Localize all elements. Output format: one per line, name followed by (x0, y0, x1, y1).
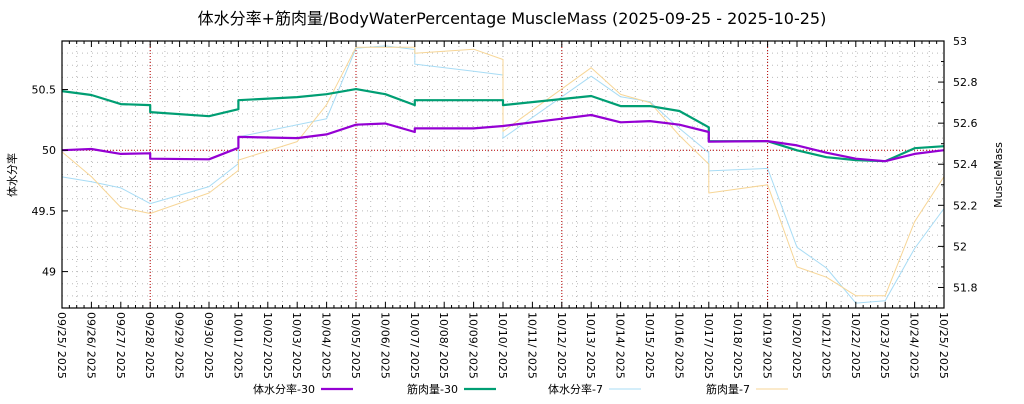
axes: 09/25/ 2025 09/26/ 2025 09/27/ 2025 09/28/ … (32, 35, 978, 379)
x-tick-label: 09/29/ 2025 (173, 312, 186, 379)
y2-axis-label: MuscleMass (992, 142, 1005, 208)
x-tick-label: 10/05/ 2025 (349, 312, 362, 379)
x-tick-label: 10/10/ 2025 (496, 312, 509, 379)
y-tick-label: 49 (42, 266, 56, 279)
x-tick-label: 10/23/ 2025 (878, 312, 891, 379)
x-tick-label: 10/18/ 2025 (731, 312, 744, 379)
x-tick-label: 09/30/ 2025 (202, 312, 215, 379)
legend-label-3: 筋肉量-7 (706, 382, 750, 396)
series-line-1 (61, 87, 945, 163)
x-tick-label: 10/19/ 2025 (761, 312, 774, 379)
y2-tick-label: 52.8 (953, 76, 978, 89)
y-tick-label: 49.5 (32, 205, 57, 218)
x-tick-label: 10/17/ 2025 (702, 312, 715, 379)
x-tick-label: 10/16/ 2025 (672, 312, 685, 379)
series-line-0 (61, 113, 945, 163)
x-tick-label: 10/01/ 2025 (231, 312, 244, 379)
y2-tick-label: 52 (953, 240, 967, 253)
x-tick-label: 10/25/ 2025 (937, 312, 950, 379)
legend-label-2: 体水分率-7 (548, 382, 603, 396)
x-tick-label: 10/21/ 2025 (819, 312, 832, 379)
y2-tick-label: 52.2 (953, 199, 978, 212)
x-tick-label: 10/02/ 2025 (261, 312, 274, 379)
x-tick-label: 10/11/ 2025 (525, 312, 538, 379)
y2-tick-label: 53 (953, 35, 967, 48)
series-layer (61, 45, 945, 304)
y-axis-label: 体水分率 (5, 153, 19, 197)
x-tick-label: 09/25/ 2025 (55, 312, 68, 379)
series-line-3 (61, 46, 945, 297)
x-tick-label: 10/22/ 2025 (849, 312, 862, 379)
x-tick-label: 10/08/ 2025 (437, 312, 450, 379)
chart-title: 体水分率+筋肉量/BodyWaterPercentage MuscleMass … (198, 9, 827, 28)
y2-tick-label: 51.8 (953, 281, 978, 294)
legend: 体水分率-30 筋肉量-30 体水分率-7 筋肉量-7 (253, 382, 788, 396)
x-tick-label: 10/06/ 2025 (378, 312, 391, 379)
x-tick-label: 10/20/ 2025 (790, 312, 803, 379)
y-tick-label: 50.5 (32, 84, 57, 97)
x-tick-label: 10/13/ 2025 (584, 312, 597, 379)
x-tick-label: 10/15/ 2025 (643, 312, 656, 379)
x-tick-label: 10/03/ 2025 (290, 312, 303, 379)
x-tick-label: 09/28/ 2025 (143, 312, 156, 379)
x-tick-label: 10/14/ 2025 (614, 312, 627, 379)
legend-label-1: 筋肉量-30 (407, 382, 458, 396)
x-tick-label: 10/04/ 2025 (320, 312, 333, 379)
x-tick-label: 10/24/ 2025 (908, 312, 921, 379)
y2-tick-label: 52.6 (953, 117, 978, 130)
x-tick-label: 09/26/ 2025 (84, 312, 97, 379)
x-tick-label: 10/12/ 2025 (555, 312, 568, 379)
legend-label-0: 体水分率-30 (253, 382, 315, 396)
x-tick-label: 10/09/ 2025 (467, 312, 480, 379)
x-tick-label: 10/07/ 2025 (408, 312, 421, 379)
y2-tick-label: 52.4 (953, 158, 978, 171)
y-tick-label: 50 (42, 144, 56, 157)
x-tick-label: 09/27/ 2025 (114, 312, 127, 379)
